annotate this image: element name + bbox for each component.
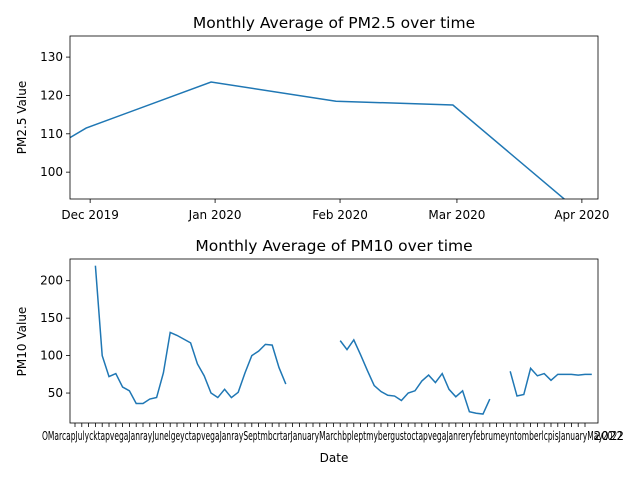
pm10-x-axis-label: Date (320, 451, 349, 465)
pm10-chart-title: Monthly Average of PM10 over time (195, 237, 472, 255)
pm10-x-tick-labels-overlapping: OMarcapJulycktapvegaJanrayJunelgeyctapve… (42, 429, 622, 443)
pm25-y-tick-label: 130 (40, 50, 63, 64)
pm25-y-axis-label: PM2.5 Value (15, 81, 29, 154)
pm10-chart: Monthly Average of PM10 over time PM10 V… (15, 237, 624, 465)
pm10-y-tick-label: 150 (40, 311, 63, 325)
pm25-series-line (70, 81, 566, 199)
pm25-y-tick-label: 120 (40, 88, 63, 102)
pm25-x-tick-label: Dec 2019 (61, 208, 119, 222)
pm25-x-ticks: Dec 2019 Jan 2020 Feb 2020 Mar 2020 Apr 2020 (61, 199, 609, 222)
pm25-x-tick-label: Jan 2020 (188, 208, 242, 222)
pm10-y-ticks: 50 100 150 200 (40, 274, 70, 400)
pm25-plot-frame (69, 35, 599, 200)
pm25-y-ticks: 100 110 120 130 (40, 50, 70, 179)
pm25-x-tick-label: Apr 2020 (554, 208, 609, 222)
pm10-y-tick-label: 200 (40, 274, 63, 288)
pm25-y-tick-label: 100 (40, 165, 63, 179)
pm25-y-tick-label: 110 (40, 127, 63, 141)
pm10-series-line (94, 265, 592, 415)
pm10-y-axis-label: PM10 Value (15, 307, 29, 377)
pm25-x-tick-label: Feb 2020 (312, 208, 368, 222)
pm25-chart-title: Monthly Average of PM2.5 over time (193, 14, 475, 32)
pm10-plot-frame (69, 258, 599, 424)
pm25-x-tick-label: Mar 2020 (428, 208, 485, 222)
pm10-x-tick-last-label: 2022 (593, 429, 624, 443)
pm10-y-tick-label: 100 (40, 349, 63, 363)
pm25-chart: Monthly Average of PM2.5 over time PM2.5… (15, 14, 609, 222)
pm10-x-ticks: OMarcapJulycktapvegaJanrayJunelgeyctapve… (42, 423, 624, 443)
pm10-y-tick-label: 50 (48, 386, 63, 400)
